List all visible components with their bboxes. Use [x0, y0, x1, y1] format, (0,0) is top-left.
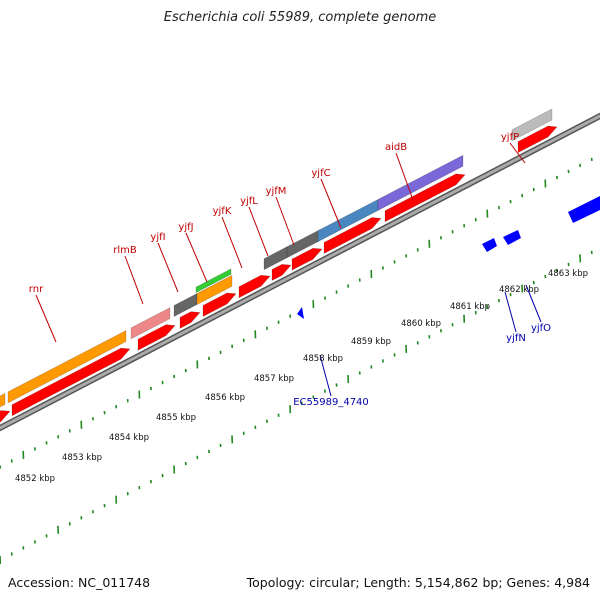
- backbone: [0, 112, 600, 432]
- cds-arrow: [202, 292, 237, 317]
- gene-bar: [7, 329, 127, 404]
- kbp-label: 4852 kbp: [15, 474, 55, 484]
- kbp-label: 4861 kbp: [450, 302, 490, 312]
- gene-label-yjfJ: yjfJ: [178, 222, 193, 233]
- gene-label-yjfL: yjfL: [240, 196, 258, 207]
- kbp-label: 4857 kbp: [254, 374, 294, 384]
- gene-bar: [286, 229, 321, 259]
- gene-label-yjfI: yjfI: [150, 232, 165, 243]
- gene-bar: [130, 307, 171, 340]
- cds-arrow: [137, 324, 176, 351]
- gene-label-yjfC: yjfC: [311, 168, 330, 179]
- gene-label-yjfK: yjfK: [213, 206, 232, 217]
- cds-arrow: [11, 347, 131, 417]
- cds-arrow: [517, 125, 558, 154]
- gene-bar: [0, 392, 6, 408]
- backbone-line: [0, 112, 600, 432]
- kbp-label: 4854 kbp: [109, 433, 149, 443]
- EC55989_4740-arrow: [297, 307, 304, 319]
- gene-bar: [511, 108, 553, 142]
- kbp-label: 4863 kbp: [548, 269, 588, 279]
- gene-bar-green: [195, 268, 232, 294]
- labels: rnr rlmB yjfI yjfJ yjfK yjfL yjfM yjfC aidB yjfP E…: [15, 132, 588, 484]
- kbp-label: 4858 kbp: [303, 354, 343, 364]
- cds-arrow: [271, 264, 292, 282]
- inner-tick-ring: [0, 250, 593, 565]
- kbp-label: 4855 kbp: [156, 413, 196, 423]
- gene-label-aidB: aidB: [385, 142, 407, 153]
- gene-label-rnr: rnr: [29, 284, 44, 295]
- features: [0, 108, 600, 423]
- gene-bar: [377, 154, 464, 211]
- map-title: Escherichia coli 55989, complete genome: [163, 10, 437, 25]
- cds-arrow: [179, 311, 201, 329]
- gene-label-yjfN: yjfN: [506, 333, 526, 344]
- cds-arrow: [384, 173, 466, 223]
- cds-arrow: [323, 217, 382, 255]
- kbp-label: 4856 kbp: [205, 393, 245, 403]
- kbp-label: 4862 kbp: [499, 285, 539, 295]
- gene-label-yjfP: yjfP: [501, 132, 519, 143]
- cds-arrow: [0, 410, 11, 423]
- gene-label-EC55989_4740: EC55989_4740: [293, 397, 369, 408]
- reverse-cds-edge: [568, 196, 600, 223]
- cds-arrow: [291, 247, 323, 271]
- kbp-label: 4859 kbp: [351, 337, 391, 347]
- yjfO-arrow: [503, 230, 521, 245]
- gene-label-yjfO: yjfO: [531, 323, 551, 334]
- cds-arrow: [238, 274, 271, 299]
- tick-rings: [0, 157, 593, 565]
- outer-tick-ring: [0, 157, 593, 469]
- gene-bar: [196, 274, 233, 306]
- gene-label-rlmB: rlmB: [113, 245, 137, 256]
- accession-text: Accession: NC_011748: [8, 575, 151, 590]
- topology-summary: Topology: circular; Length: 5,154,862 bp…: [246, 575, 590, 590]
- kbp-label: 4853 kbp: [62, 453, 102, 463]
- gene-label-yjfM: yjfM: [266, 186, 287, 197]
- kbp-label: 4860 kbp: [401, 319, 441, 329]
- yjfN-arrow: [482, 238, 497, 252]
